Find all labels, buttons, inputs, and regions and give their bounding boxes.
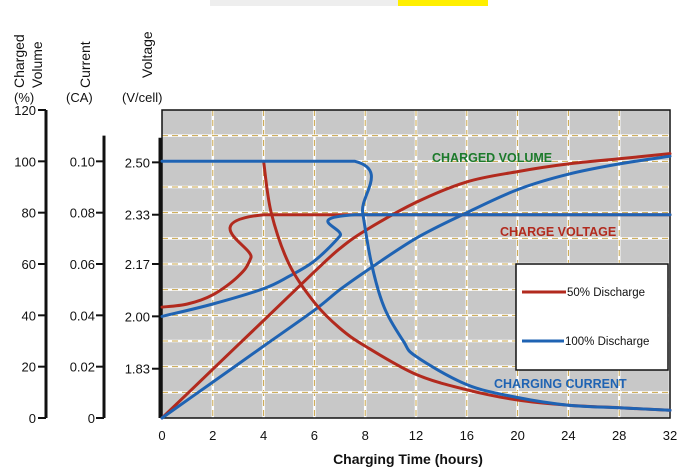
x-axis-label: Charging Time (hours)	[333, 451, 483, 467]
y-axis-3-tick-label: 1.83	[125, 362, 150, 377]
y-axis-2-tick-label: 0.08	[70, 206, 95, 221]
y-axis-1-tick-label: 80	[22, 206, 36, 221]
x-axis-ticks: 0 2 4 6 8 12 16 20 24 28 32	[158, 428, 677, 443]
y-axis-2-tick-label: 0.04	[70, 308, 95, 323]
x-axis-tick-label: 0	[158, 428, 165, 443]
top-highlight	[398, 0, 488, 6]
x-axis-tick-label: 16	[460, 428, 474, 443]
x-axis-tick-label: 12	[409, 428, 423, 443]
y-axis-1-tick-label: 40	[22, 308, 36, 323]
series-charge-voltage-100	[160, 213, 672, 318]
series-lines	[160, 152, 672, 420]
y-axis-3-title: Voltage	[139, 31, 155, 78]
annotation-charged-volume: CHARGED VOLUME	[432, 151, 552, 165]
y-axis-2-tick-label: 0.10	[70, 154, 95, 169]
x-axis-tick-label: 20	[510, 428, 524, 443]
series-charging-current-100	[160, 159, 672, 412]
y-axis-1-tick-label: 100	[14, 154, 36, 169]
y-axis-1-tick-label: 60	[22, 257, 36, 272]
y-axis-2-title: Current	[77, 41, 93, 88]
y-axis-2-tick-label: 0	[88, 411, 95, 426]
y-axis-2-unit: (CA)	[66, 90, 93, 105]
y-axis-2-tick-label: 0.02	[70, 360, 95, 375]
x-axis-tick-label: 24	[561, 428, 575, 443]
y-axis-1-title-line2: Volume	[29, 41, 45, 88]
top-strip	[210, 0, 480, 6]
x-axis-tick-label: 6	[311, 428, 318, 443]
y-axis-2-tick-label: 0.06	[70, 257, 95, 272]
y-axis-3-tick-label: 2.17	[125, 257, 150, 272]
series-charge-voltage-50	[160, 213, 672, 309]
y-axis-3-ticks: 1.83 2.00 2.17 2.33 2.50	[125, 155, 160, 377]
x-axis-tick-label: 32	[663, 428, 677, 443]
y-axis-1-tick-label: 20	[22, 360, 36, 375]
series-charged-volume-100	[160, 154, 672, 420]
x-axis-tick-label: 2	[209, 428, 216, 443]
legend-label-50: 50% Discharge	[567, 287, 645, 299]
plot-frame	[161, 109, 671, 419]
y-axis-2-ticks: 0 0.02 0.04 0.06 0.08 0.10	[70, 154, 104, 426]
y-axis-3-tick-label: 2.50	[125, 155, 150, 170]
series-charged-volume-50	[160, 152, 672, 420]
x-axis-tick-label: 28	[612, 428, 626, 443]
y-axis-1-unit: (%)	[14, 90, 34, 105]
y-axis-1-ticks: 0 20 40 60 80 100 120	[14, 103, 46, 426]
y-axis-3-unit: (V/cell)	[122, 90, 162, 105]
annotation-charge-voltage: CHARGE VOLTAGE	[500, 225, 616, 239]
y-axis-1-title-line1: Charged	[11, 34, 27, 88]
x-axis-tick-label: 4	[260, 428, 267, 443]
y-axis-1-tick-label: 120	[14, 103, 36, 118]
annotation-charging-current: CHARGING CURRENT	[494, 377, 627, 391]
y-axis-3-tick-label: 2.33	[125, 208, 150, 223]
x-axis-tick-label: 8	[362, 428, 369, 443]
legend-label-100: 100% Discharge	[565, 336, 649, 348]
y-axis-1-tick-label: 0	[29, 411, 36, 426]
legend: 50% Discharge 100% Discharge	[515, 263, 669, 371]
legend-box	[515, 263, 669, 371]
y-axis-3-tick-label: 2.00	[125, 309, 150, 324]
